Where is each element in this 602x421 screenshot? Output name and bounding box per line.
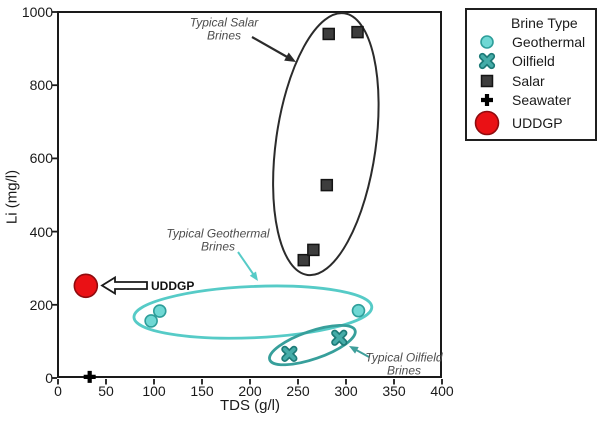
geothermal-region [132,284,374,340]
legend-item-label: Salar [512,72,545,89]
y-tick-label: 800 [29,77,53,94]
legend-item-label: Oilfield [512,53,555,70]
square-legend-icon [480,74,494,87]
legend-marker [474,71,500,91]
legend-item-oilfield: Oilfield [467,52,595,72]
geothermal-arrow [237,251,258,281]
legend-rows: Geothermal Oilfield Salar Seawater UDDGP [467,32,595,136]
x-tick-label: 200 [238,383,262,399]
uddgp-arrow [100,275,148,296]
y-tick-label: 1000 [21,4,53,20]
y-axis-title: Li (mg/l) [3,169,21,225]
y-tick-label: 0 [45,370,53,386]
y-tick-label: 400 [29,223,53,240]
series-salar [297,25,364,267]
plot-area [57,11,442,378]
circle-legend-icon [480,34,494,49]
legend-item-label: UDDGP [512,115,563,131]
x-tick-label: 350 [382,383,406,399]
geothermal-region-label: Typical Geothermal Brines [166,226,270,253]
big-circle-legend-icon [474,110,500,136]
x-tick-label: 50 [98,383,114,399]
x-tick-label: 0 [54,383,62,399]
series-oilfield [281,329,348,362]
legend-item-salar: Salar [467,71,595,91]
y-tick-label: 200 [29,296,53,313]
legend-item-geothermal: Geothermal [467,32,595,52]
x-tick-label: 150 [190,383,214,399]
legend: Brine Type Geothermal Oilfield Salar Seawat… [465,8,597,141]
legend-marker [474,110,500,136]
legend-title: Brine Type [511,15,578,31]
x-tick-label: 100 [142,383,166,399]
x-axis-title: TDS (g/l) [220,397,280,414]
oilfield-arrow [349,346,370,358]
uddgp-point-label: UDDGP [151,278,195,293]
salar-region [272,12,380,277]
legend-marker [474,52,500,72]
series-uddgp [73,273,99,299]
legend-marker [474,91,500,111]
legend-marker [474,32,500,52]
series-geothermal [144,303,366,328]
x-tick-label: 400 [430,383,454,399]
legend-item-uddgp: UDDGP [467,110,595,136]
x-tick-label: 250 [286,383,310,399]
y-tick-label: 600 [29,150,53,167]
legend-item-seawater: Seawater [467,91,595,111]
oilfield-region [268,323,357,367]
legend-item-label: Seawater [512,92,572,109]
legend-item-label: Geothermal [512,33,586,50]
x-tick-label: 300 [334,383,358,399]
salar-region-label: Typical Salar Brines [189,15,259,42]
salar-arrow [251,36,296,62]
x-legend-icon [478,53,496,70]
series-seawater [83,370,96,383]
oilfield-region-label: Typical Oilfield Brines [365,350,443,377]
plus-legend-icon [481,94,493,107]
